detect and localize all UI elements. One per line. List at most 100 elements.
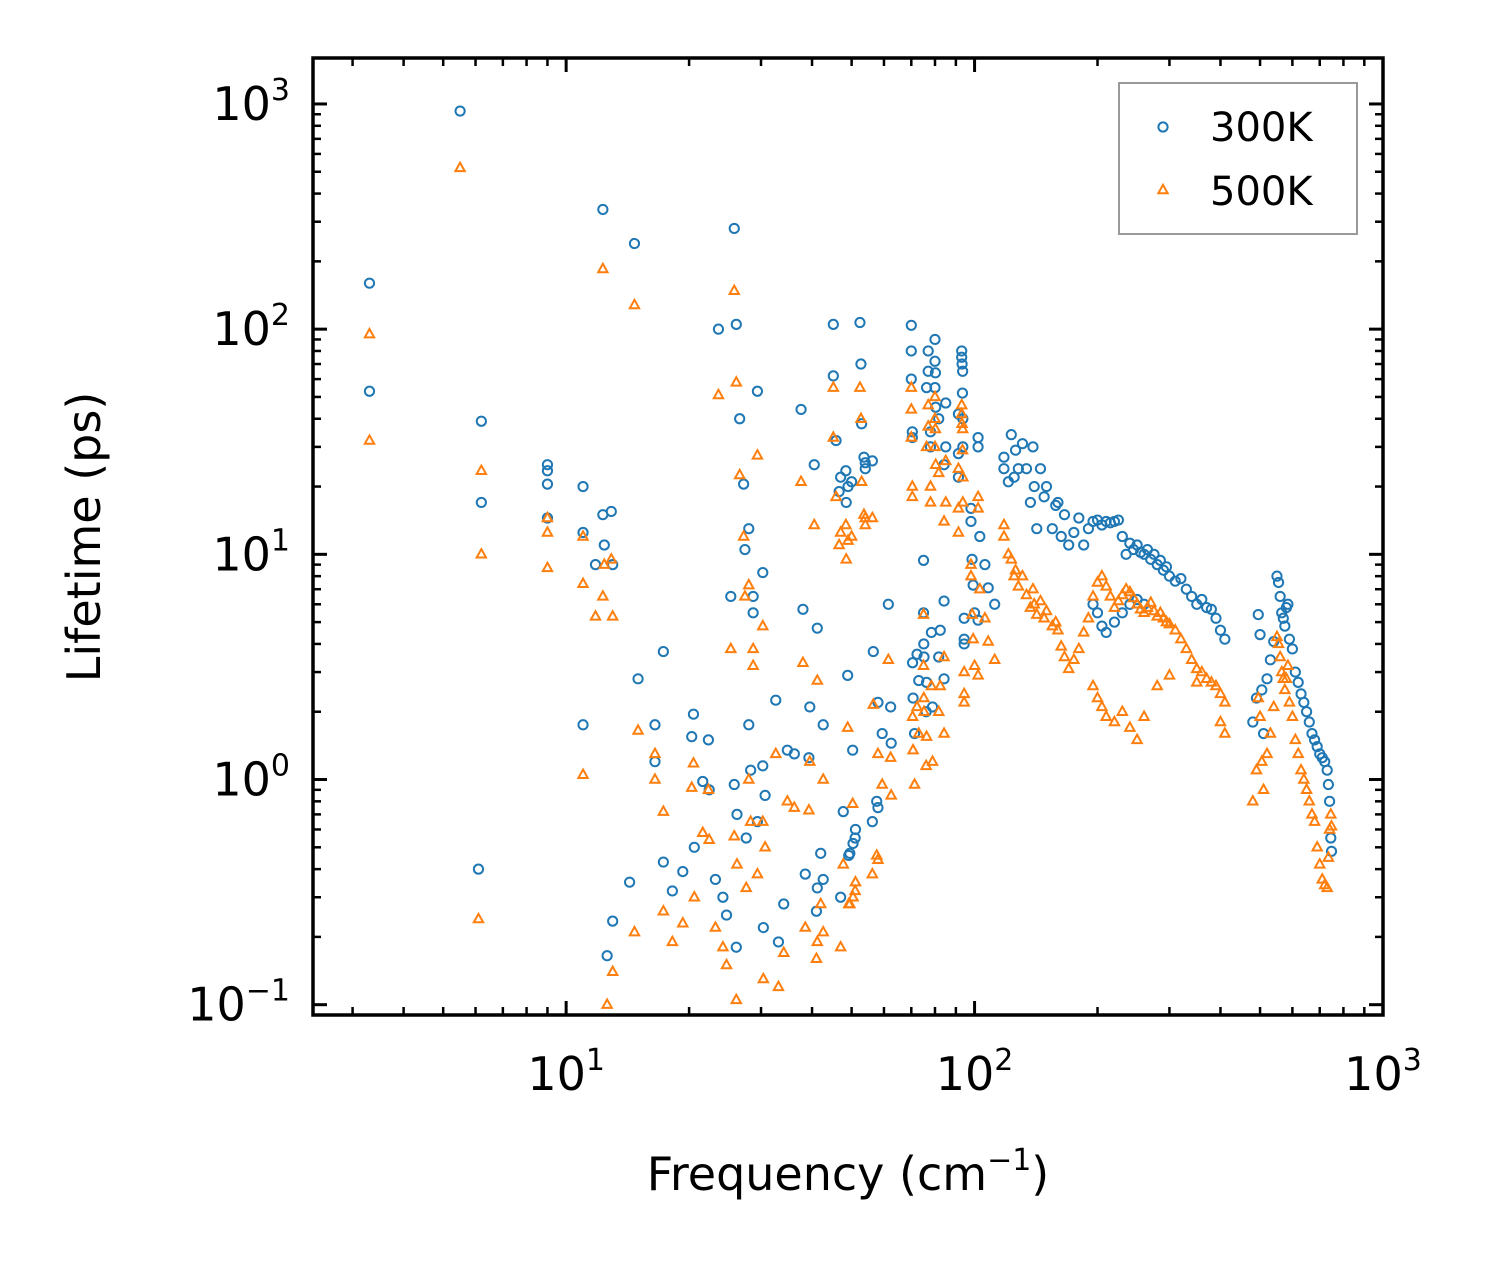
data-point — [1068, 526, 1080, 539]
data-point — [778, 898, 790, 910]
data-point — [858, 510, 872, 523]
data-point — [971, 489, 985, 502]
data-point — [600, 997, 614, 1009]
data-point — [1303, 716, 1315, 728]
data-point — [865, 866, 879, 879]
data-point — [956, 358, 968, 370]
data-point — [1261, 673, 1273, 685]
data-point — [967, 579, 979, 591]
data-point — [908, 727, 921, 740]
data-point — [1273, 649, 1287, 662]
data-point — [871, 852, 885, 865]
data-point — [1264, 726, 1277, 738]
data-point — [1034, 593, 1047, 606]
data-point — [929, 355, 941, 367]
data-point — [937, 649, 951, 662]
data-point — [885, 737, 897, 749]
data-point — [631, 723, 645, 735]
data-point — [1028, 480, 1040, 493]
data-point — [472, 863, 485, 875]
data-point — [1325, 845, 1338, 857]
data-point — [827, 318, 839, 330]
data-point — [1026, 581, 1040, 594]
data-point — [904, 430, 918, 442]
data-point — [930, 401, 942, 413]
data-point — [717, 891, 729, 903]
data-point — [939, 495, 953, 507]
data-point — [596, 261, 610, 274]
data-point — [1063, 539, 1075, 551]
y-tick-label: 101 — [212, 523, 290, 581]
data-point — [837, 806, 849, 818]
data-point — [855, 474, 869, 486]
data-point — [1130, 597, 1144, 609]
data-point — [1180, 583, 1192, 595]
data-point — [957, 695, 971, 707]
data-point — [1168, 623, 1182, 635]
data-point — [725, 590, 737, 603]
data-point — [666, 885, 678, 897]
data-point — [709, 920, 722, 932]
data-point — [989, 598, 1001, 610]
data-point — [1283, 633, 1296, 645]
data-point — [1278, 682, 1292, 695]
data-point — [843, 896, 857, 909]
data-point — [730, 857, 744, 869]
data-point — [577, 480, 589, 493]
data-point — [606, 609, 620, 621]
data-point — [677, 865, 689, 878]
data-point — [905, 319, 917, 331]
data-point — [865, 510, 879, 523]
data-point — [1204, 675, 1218, 687]
data-point — [957, 365, 969, 377]
data-point — [972, 614, 984, 626]
data-point — [952, 461, 965, 473]
data-point — [1147, 603, 1161, 616]
data-point — [957, 664, 971, 677]
data-point — [475, 415, 487, 427]
data-point — [739, 880, 753, 893]
data-point — [1246, 794, 1260, 806]
data-point — [808, 459, 820, 471]
data-point — [988, 652, 1002, 665]
data-point — [859, 463, 871, 475]
data-point — [1324, 807, 1338, 819]
data-point — [702, 734, 714, 746]
data-point — [1214, 714, 1227, 727]
data-point — [966, 631, 980, 644]
data-point — [933, 678, 947, 691]
data-point — [906, 657, 919, 669]
data-point — [815, 847, 827, 859]
legend-box — [1118, 82, 1358, 235]
data-point — [1185, 652, 1199, 665]
data-point — [1308, 734, 1321, 746]
data-point — [576, 767, 590, 779]
data-point — [882, 598, 894, 610]
data-point — [920, 729, 933, 741]
data-point — [856, 418, 868, 430]
data-point — [730, 941, 742, 953]
data-point — [972, 441, 984, 453]
data-point — [1247, 716, 1259, 728]
data-point — [758, 840, 772, 852]
data-point — [676, 915, 690, 928]
data-point — [1016, 438, 1029, 450]
data-point — [632, 673, 644, 685]
data-point — [911, 648, 923, 660]
data-point — [1289, 666, 1301, 678]
data-point — [1127, 590, 1140, 603]
data-point — [807, 517, 821, 530]
data-point — [1051, 623, 1065, 635]
data-point — [1108, 714, 1121, 727]
data-point — [747, 607, 759, 619]
data-point — [739, 543, 751, 556]
data-point — [955, 416, 969, 428]
data-point — [847, 744, 859, 756]
data-point — [1027, 441, 1039, 453]
series-500k — [363, 160, 1338, 1009]
data-point — [905, 489, 919, 502]
data-point — [1116, 530, 1128, 543]
data-point — [1086, 589, 1100, 601]
data-point — [1091, 690, 1104, 703]
